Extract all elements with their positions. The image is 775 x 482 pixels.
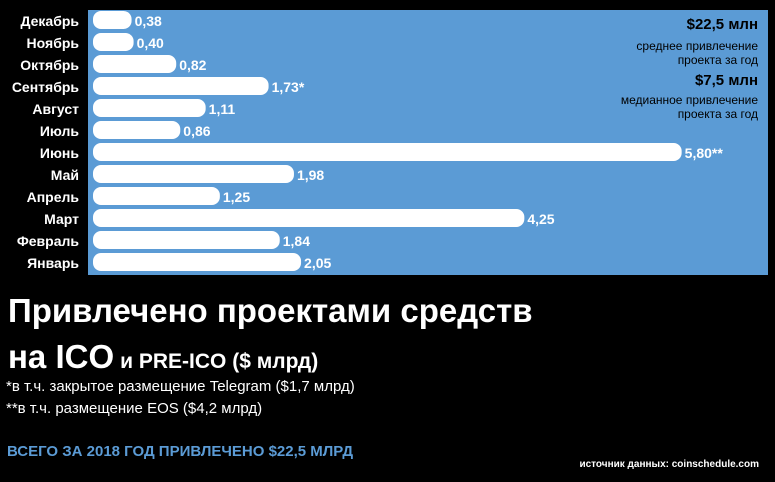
bar bbox=[93, 187, 220, 205]
mean-caption-2: проекта за год bbox=[678, 53, 758, 67]
chart-title-line-2-main: на ICO bbox=[8, 338, 115, 375]
stats-box: $22,5 млн среднее привлечение проекта за… bbox=[621, 16, 758, 121]
chart-title-line-1: Привлечено проектами средств bbox=[8, 292, 533, 329]
chart-plot-area bbox=[88, 10, 768, 275]
value-label: 1,84 bbox=[283, 233, 310, 249]
category-label: Май bbox=[51, 167, 79, 183]
category-label: Сентябрь bbox=[12, 79, 80, 95]
bar bbox=[93, 209, 525, 227]
median-caption-2: проекта за год bbox=[678, 107, 758, 121]
bar bbox=[93, 165, 294, 183]
bar bbox=[93, 231, 280, 249]
bar bbox=[93, 121, 181, 139]
chart-title-line-2: на ICO и PRE-ICO ($ млрд) bbox=[8, 338, 318, 383]
category-label: Ноябрь bbox=[27, 35, 80, 51]
bar bbox=[93, 143, 682, 161]
value-label: 1,98 bbox=[297, 167, 324, 183]
bar-chart: Декабрь 0,38 Ноябрь 0,40 Октябрь 0,82 Сентябрь… bbox=[12, 10, 768, 275]
median-caption-1: медианное привлечение bbox=[621, 93, 758, 107]
value-label: 1,73* bbox=[272, 79, 305, 95]
mean-caption-1: среднее привлечение bbox=[636, 39, 758, 53]
category-label: Март bbox=[44, 211, 79, 227]
value-label: 0,38 bbox=[135, 13, 162, 29]
bar bbox=[93, 253, 302, 271]
value-label: 4,25 bbox=[527, 211, 554, 227]
bar bbox=[93, 99, 206, 117]
category-label: Июль bbox=[40, 123, 80, 139]
bar bbox=[93, 11, 132, 29]
value-label: 0,82 bbox=[179, 57, 206, 73]
data-source: источник данных: coinschedule.com bbox=[579, 459, 759, 470]
bar bbox=[93, 55, 177, 73]
value-label: 5,80** bbox=[685, 145, 724, 161]
bar bbox=[93, 77, 269, 95]
category-label: Октябрь bbox=[20, 57, 79, 73]
chart-title-line-2-sub: и PRE-ICO ($ млрд) bbox=[120, 350, 319, 373]
bar bbox=[93, 33, 134, 51]
median-value: $7,5 млн bbox=[695, 72, 758, 89]
value-label: 1,25 bbox=[223, 189, 250, 205]
value-label: 0,40 bbox=[137, 35, 164, 51]
category-label: Август bbox=[32, 101, 79, 117]
footnote-eos: **в т.ч. размещение EOS ($4,2 млрд) bbox=[6, 400, 263, 417]
footnote-telegram: *в т.ч. закрытое размещение Telegram ($1… bbox=[6, 378, 355, 395]
category-label: Январь bbox=[27, 255, 79, 271]
category-label: Июнь bbox=[40, 145, 79, 161]
mean-value: $22,5 млн bbox=[687, 16, 758, 33]
total-raised: ВСЕГО ЗА 2018 ГОД ПРИВЛЕЧЕНО $22,5 МЛРД bbox=[7, 443, 354, 460]
category-label: Апрель bbox=[27, 189, 80, 205]
bars-group: Декабрь 0,38 Ноябрь 0,40 Октябрь 0,82 Сентябрь… bbox=[12, 11, 724, 271]
category-label: Февраль bbox=[17, 233, 80, 249]
value-label: 0,86 bbox=[183, 123, 210, 139]
value-label: 2,05 bbox=[304, 255, 331, 271]
value-label: 1,11 bbox=[209, 101, 236, 117]
category-label: Декабрь bbox=[20, 13, 79, 29]
